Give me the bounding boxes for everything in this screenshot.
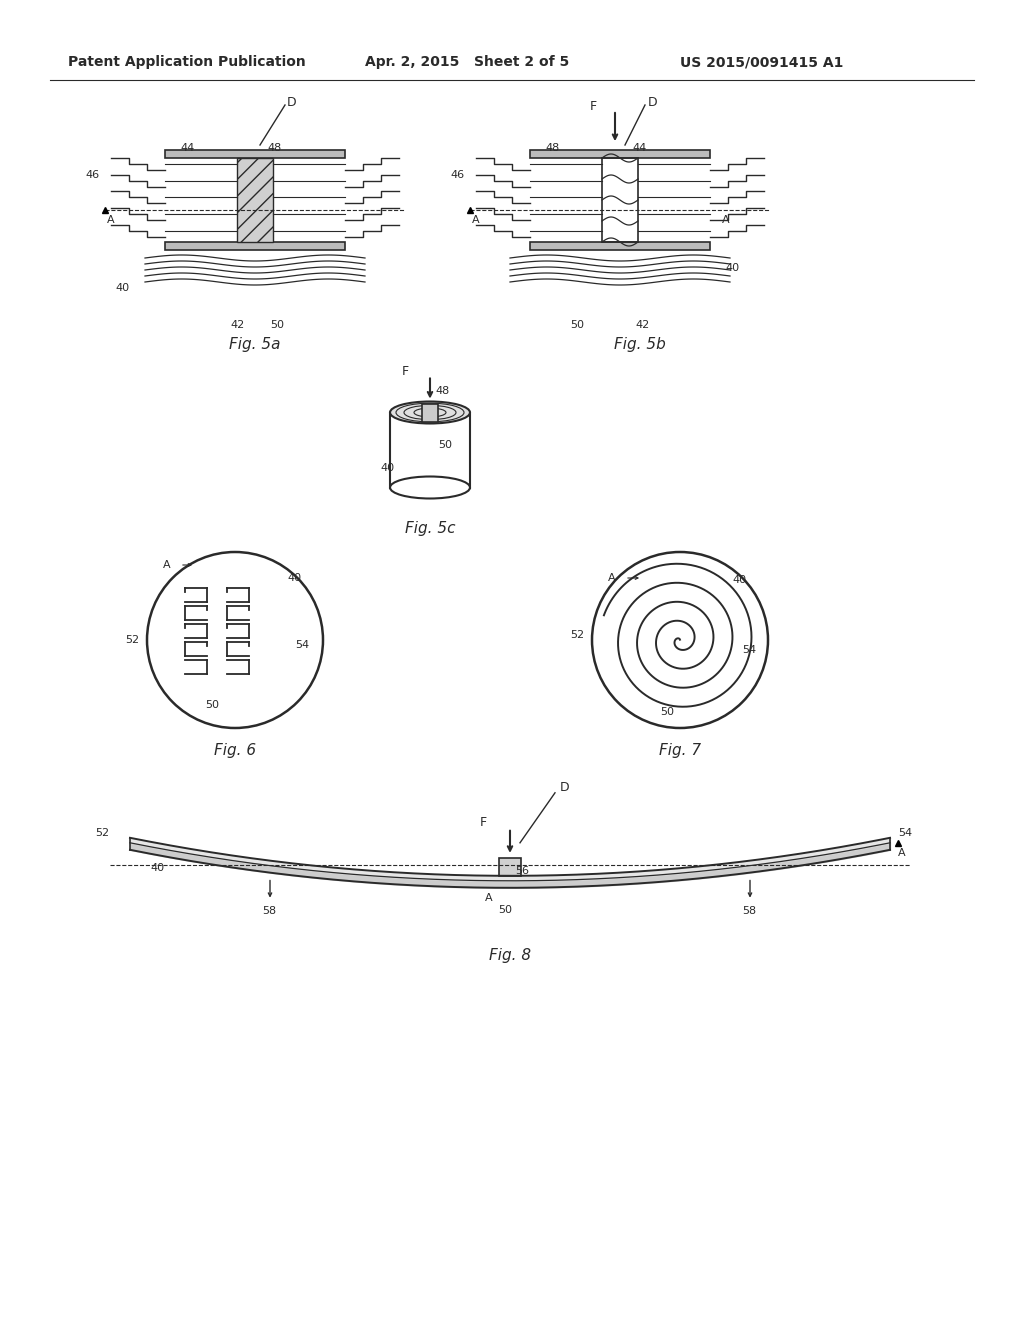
Text: 50: 50: [438, 440, 452, 450]
Text: 50: 50: [660, 708, 674, 717]
Text: 42: 42: [635, 319, 649, 330]
Text: 58: 58: [262, 906, 276, 916]
Text: 52: 52: [125, 635, 139, 645]
Text: 48: 48: [267, 143, 282, 153]
Text: 52: 52: [570, 630, 584, 640]
Text: Patent Application Publication: Patent Application Publication: [68, 55, 306, 69]
Text: 56: 56: [515, 866, 529, 875]
Text: 44: 44: [632, 143, 646, 153]
Text: Fig. 5c: Fig. 5c: [404, 521, 456, 536]
Text: 54: 54: [742, 645, 756, 655]
Text: A: A: [485, 892, 493, 903]
Text: Apr. 2, 2015   Sheet 2 of 5: Apr. 2, 2015 Sheet 2 of 5: [365, 55, 569, 69]
Text: 50: 50: [205, 700, 219, 710]
Bar: [530, 242, 710, 249]
Text: Fig. 5a: Fig. 5a: [229, 338, 281, 352]
Text: A: A: [163, 560, 171, 570]
Text: 46: 46: [85, 170, 99, 180]
Text: 48: 48: [545, 143, 559, 153]
Text: 52: 52: [95, 828, 110, 838]
Text: 40: 40: [380, 463, 394, 473]
Text: 50: 50: [270, 319, 284, 330]
Text: 48: 48: [435, 387, 450, 396]
Bar: [530, 150, 710, 158]
Text: A: A: [472, 215, 479, 224]
Bar: [165, 150, 345, 158]
Text: F: F: [402, 366, 410, 378]
Text: 50: 50: [498, 904, 512, 915]
Text: A: A: [898, 847, 905, 858]
Text: 40: 40: [287, 573, 301, 583]
Text: A: A: [608, 573, 615, 583]
Text: Fig. 6: Fig. 6: [214, 742, 256, 758]
Bar: [602, 158, 638, 242]
Text: 44: 44: [180, 143, 195, 153]
Text: D: D: [648, 95, 657, 108]
Bar: [165, 242, 345, 249]
Text: 40: 40: [150, 863, 164, 873]
Text: 42: 42: [230, 319, 245, 330]
Text: Fig. 7: Fig. 7: [658, 742, 701, 758]
Bar: [237, 158, 273, 242]
Text: 40: 40: [115, 282, 129, 293]
Text: Fig. 8: Fig. 8: [488, 948, 531, 964]
Ellipse shape: [390, 477, 470, 499]
Text: F: F: [590, 99, 597, 112]
Text: 40: 40: [725, 263, 739, 273]
Text: 50: 50: [570, 319, 584, 330]
Bar: [422, 404, 438, 421]
Bar: [499, 858, 521, 875]
Text: 58: 58: [742, 906, 756, 916]
Text: A: A: [106, 215, 115, 224]
Ellipse shape: [390, 401, 470, 424]
Text: D: D: [560, 781, 569, 795]
Circle shape: [147, 552, 323, 729]
Text: US 2015/0091415 A1: US 2015/0091415 A1: [680, 55, 844, 69]
Text: 40: 40: [732, 576, 746, 585]
Text: 54: 54: [898, 828, 912, 838]
Text: A: A: [722, 215, 730, 224]
Text: Fig. 5b: Fig. 5b: [614, 338, 666, 352]
Text: D: D: [287, 95, 297, 108]
Text: 46: 46: [450, 170, 464, 180]
Text: F: F: [480, 816, 487, 829]
Text: 54: 54: [295, 640, 309, 649]
